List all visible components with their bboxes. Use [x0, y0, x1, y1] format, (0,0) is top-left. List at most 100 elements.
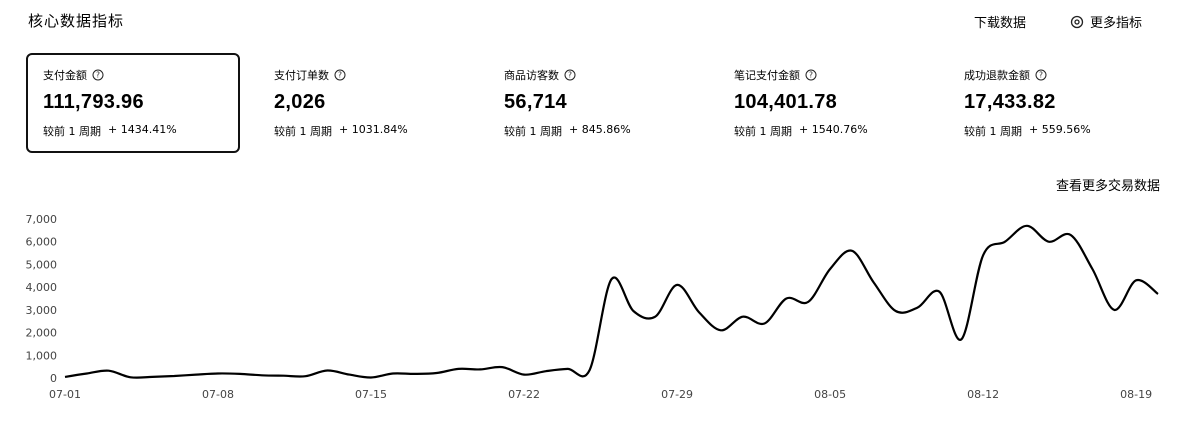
download-data-button[interactable]: 下载数据 — [973, 16, 1026, 31]
view-more-trade-data-link[interactable]: 查看更多交易数据 — [1055, 179, 1160, 194]
metric-compare-label: 较前 1 周期 — [43, 125, 101, 138]
data-point[interactable] — [193, 372, 199, 378]
data-point[interactable] — [499, 364, 505, 370]
metric-compare-label: 较前 1 周期 — [734, 125, 792, 138]
data-point[interactable] — [893, 308, 899, 314]
metric-change: + 1540.76% — [799, 123, 868, 136]
metric-value: 2,026 — [274, 91, 326, 113]
data-point[interactable] — [128, 374, 134, 380]
data-point[interactable] — [762, 321, 768, 327]
x-tick-label: 07-01 — [49, 388, 81, 401]
help-icon[interactable]: ? — [334, 69, 346, 81]
help-icon[interactable]: ? — [805, 69, 817, 81]
svg-text:?: ? — [809, 71, 813, 80]
svg-text:?: ? — [96, 71, 100, 80]
data-point[interactable] — [477, 366, 483, 372]
metric-label: 笔记支付金额 — [734, 69, 800, 82]
data-point[interactable] — [281, 373, 287, 379]
data-point[interactable] — [521, 372, 527, 378]
help-icon[interactable]: ? — [564, 69, 576, 81]
data-point[interactable] — [390, 371, 396, 377]
data-point[interactable] — [958, 336, 964, 342]
x-tick-label: 08-19 — [1120, 388, 1152, 401]
data-point[interactable] — [849, 248, 855, 254]
y-tick-label: 6,000 — [26, 236, 58, 249]
data-point[interactable] — [805, 299, 811, 305]
data-point[interactable] — [565, 366, 571, 372]
x-tick-label: 07-15 — [355, 388, 387, 401]
y-tick-label: 1,000 — [26, 349, 58, 362]
metric-value: 56,714 — [504, 91, 567, 113]
data-point[interactable] — [718, 327, 724, 333]
data-point[interactable] — [1111, 307, 1117, 313]
x-tick-label: 07-22 — [508, 388, 540, 401]
data-point[interactable] — [171, 373, 177, 379]
data-point[interactable] — [587, 367, 593, 373]
data-point[interactable] — [324, 368, 330, 374]
metric-label: 支付订单数 — [274, 69, 329, 82]
help-icon[interactable]: ? — [1035, 69, 1047, 81]
data-point[interactable] — [783, 296, 789, 302]
data-point[interactable] — [259, 372, 265, 378]
data-point[interactable] — [827, 266, 833, 272]
data-point[interactable] — [1068, 232, 1074, 238]
metric-card-note-payment-amount[interactable]: 笔记支付金额 ? 104,401.78 较前 1 周期 + 1540.76% — [717, 53, 931, 153]
data-point[interactable] — [1089, 266, 1095, 272]
y-tick-label: 2,000 — [26, 327, 58, 340]
y-tick-label: 7,000 — [26, 213, 58, 226]
metric-label: 商品访客数 — [504, 69, 559, 82]
data-point[interactable] — [62, 374, 68, 380]
data-point[interactable] — [980, 252, 986, 258]
gear-icon — [1070, 15, 1084, 28]
metric-value: 104,401.78 — [734, 91, 838, 113]
metric-card-payment-amount[interactable]: 支付金额 ? 111,793.96 较前 1 周期 + 1434.41% — [26, 53, 240, 153]
data-point[interactable] — [1002, 239, 1008, 245]
data-point[interactable] — [149, 374, 155, 380]
data-point[interactable] — [346, 372, 352, 378]
data-point[interactable] — [652, 314, 658, 320]
data-point[interactable] — [543, 368, 549, 374]
y-tick-label: 3,000 — [26, 304, 58, 317]
data-point[interactable] — [456, 366, 462, 372]
data-point[interactable] — [936, 289, 942, 295]
data-point[interactable] — [84, 371, 90, 377]
help-icon[interactable]: ? — [92, 69, 104, 81]
x-tick-label: 08-05 — [814, 388, 846, 401]
svg-text:?: ? — [568, 71, 572, 80]
data-point[interactable] — [106, 368, 112, 374]
trend-chart: 0 1,000 2,000 3,000 4,000 5,000 6,000 7,000 07-0… — [0, 200, 1184, 410]
metric-card-order-count[interactable]: 支付订单数 ? 2,026 较前 1 周期 + 1031.84% — [257, 53, 471, 153]
data-point[interactable] — [368, 375, 374, 381]
page-title: 核心数据指标 — [28, 12, 125, 30]
x-tick-label: 07-08 — [202, 388, 234, 401]
metric-compare-label: 较前 1 周期 — [964, 125, 1022, 138]
trend-chart-svg: 0 1,000 2,000 3,000 4,000 5,000 6,000 7,000 07-0… — [26, 213, 1161, 401]
data-point[interactable] — [1046, 239, 1052, 245]
metric-compare-label: 较前 1 周期 — [274, 125, 332, 138]
metric-label: 成功退款金额 — [964, 69, 1030, 82]
data-point[interactable] — [215, 371, 221, 377]
data-point[interactable] — [740, 314, 746, 320]
data-point[interactable] — [412, 371, 418, 377]
metric-card-product-visitors[interactable]: 商品访客数 ? 56,714 较前 1 周期 + 845.86% — [487, 53, 701, 153]
data-point[interactable] — [915, 305, 921, 311]
x-tick-label: 08-12 — [967, 388, 999, 401]
data-point[interactable] — [1133, 277, 1139, 283]
metric-change: + 845.86% — [569, 123, 631, 136]
metric-card-refund-amount[interactable]: 成功退款金额 ? 17,433.82 较前 1 周期 + 559.56% — [947, 53, 1161, 153]
data-point[interactable] — [871, 280, 877, 286]
data-point[interactable] — [1024, 223, 1030, 229]
data-point[interactable] — [303, 373, 309, 379]
data-point[interactable] — [630, 308, 636, 314]
more-metrics-button[interactable]: 更多指标 — [1070, 12, 1142, 31]
more-metrics-label: 更多指标 — [1089, 16, 1142, 31]
data-point[interactable] — [434, 370, 440, 376]
data-point[interactable] — [674, 282, 680, 288]
data-point[interactable] — [237, 371, 243, 377]
metric-value: 17,433.82 — [964, 91, 1056, 113]
y-tick-label: 0 — [50, 372, 57, 385]
svg-text:?: ? — [338, 71, 342, 80]
data-point[interactable] — [1155, 291, 1161, 297]
data-point[interactable] — [609, 276, 615, 282]
data-point[interactable] — [696, 309, 702, 315]
